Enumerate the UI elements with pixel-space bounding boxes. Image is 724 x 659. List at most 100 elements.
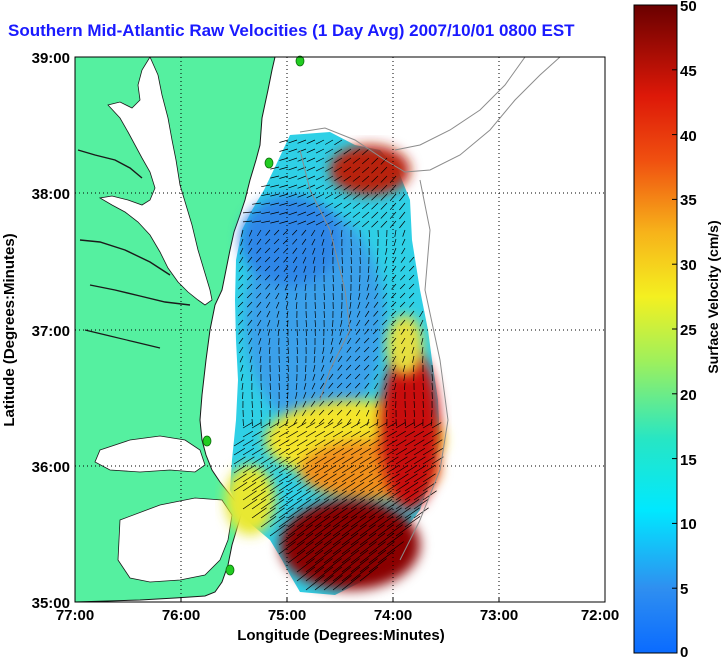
velocity-arrow bbox=[341, 482, 356, 492]
velocity-arrow bbox=[380, 193, 388, 201]
velocity-arrow bbox=[250, 373, 253, 382]
velocity-arrow bbox=[376, 256, 379, 264]
velocity-arrow bbox=[386, 499, 402, 510]
velocity-arrow bbox=[336, 409, 343, 416]
y-tick-label: 37:00 bbox=[32, 323, 70, 340]
velocity-arrow bbox=[305, 456, 318, 465]
velocity-arrow bbox=[368, 516, 385, 528]
velocity-arrow bbox=[359, 524, 376, 537]
velocity-arrow bbox=[395, 482, 410, 492]
velocity-arrow bbox=[287, 448, 300, 456]
velocity-arrow bbox=[239, 346, 244, 354]
velocity-arrow bbox=[314, 430, 325, 438]
velocity-arrow bbox=[252, 211, 262, 214]
velocity-arrow bbox=[391, 346, 397, 353]
velocity-arrow bbox=[278, 482, 293, 492]
velocity-arrow bbox=[265, 283, 271, 290]
velocity-arrow bbox=[306, 211, 316, 217]
velocity-arrow bbox=[287, 355, 289, 364]
velocity-arrow bbox=[381, 310, 388, 317]
velocity-arrow bbox=[377, 541, 395, 555]
velocity-arrow bbox=[315, 220, 325, 226]
velocity-arrow bbox=[233, 482, 248, 492]
velocity-arrow bbox=[319, 400, 325, 407]
velocity-arrow bbox=[304, 364, 307, 373]
velocity-arrow bbox=[305, 482, 320, 492]
velocity-arrow bbox=[251, 448, 264, 456]
velocity-arrow bbox=[261, 184, 271, 188]
velocity-arrow bbox=[318, 418, 325, 425]
velocity-arrow bbox=[367, 274, 370, 282]
velocity-arrow bbox=[323, 456, 336, 465]
velocity-arrow bbox=[260, 465, 274, 474]
velocity-arrow bbox=[404, 422, 415, 429]
velocity-arrow bbox=[323, 292, 325, 301]
velocity-arrow bbox=[373, 373, 379, 380]
velocity-arrow bbox=[315, 157, 325, 163]
velocity-arrow bbox=[380, 184, 388, 192]
colorbar-tick-label: 50 bbox=[680, 0, 697, 15]
velocity-arrow bbox=[284, 274, 289, 282]
velocity-arrow bbox=[359, 541, 377, 555]
velocity-arrow bbox=[305, 430, 316, 438]
velocity-arrow bbox=[278, 448, 291, 456]
velocity-arrow bbox=[332, 274, 334, 283]
velocity-arrow bbox=[364, 373, 370, 380]
velocity-arrow bbox=[349, 301, 352, 309]
velocity-arrow bbox=[359, 532, 377, 546]
velocity-arrow bbox=[242, 473, 256, 483]
velocity-arrow bbox=[330, 337, 334, 345]
velocity-arrow bbox=[404, 439, 416, 447]
velocity-arrow bbox=[355, 391, 361, 398]
velocity-arrow bbox=[332, 549, 351, 564]
velocity-arrow bbox=[350, 541, 368, 555]
velocity-arrow bbox=[246, 283, 253, 290]
velocity-arrow bbox=[269, 507, 285, 519]
velocity-arrow bbox=[304, 283, 307, 291]
velocity-arrow bbox=[288, 148, 298, 153]
velocity-arrow bbox=[401, 247, 406, 255]
velocity-arrow bbox=[343, 193, 352, 200]
velocity-arrow bbox=[328, 391, 334, 398]
velocity-arrow bbox=[385, 238, 388, 246]
velocity-arrow bbox=[395, 473, 409, 483]
velocity-arrow bbox=[389, 220, 397, 229]
velocity-arrow bbox=[297, 202, 307, 207]
velocity-arrow bbox=[341, 575, 361, 591]
velocity-arrow bbox=[310, 409, 316, 416]
velocity-arrow bbox=[320, 364, 325, 372]
velocity-arrow bbox=[321, 238, 325, 246]
velocity-arrow bbox=[242, 482, 257, 492]
velocity-arrow bbox=[384, 391, 388, 399]
velocity-arrow bbox=[276, 310, 280, 318]
y-axis-label: Latitude (Degrees:Minutes) bbox=[1, 233, 18, 426]
x-tick-label: 73:00 bbox=[480, 607, 518, 624]
colorbar-tick-label: 10 bbox=[680, 516, 697, 533]
velocity-arrow bbox=[368, 430, 379, 438]
velocity-arrow bbox=[341, 524, 358, 537]
velocity-arrow bbox=[374, 283, 379, 291]
velocity-arrow bbox=[395, 499, 411, 510]
velocity-arrow bbox=[359, 439, 371, 447]
velocity-arrow bbox=[269, 482, 284, 492]
velocity-arrow bbox=[260, 473, 274, 483]
velocity-arrow bbox=[257, 319, 262, 327]
velocity-vectors bbox=[233, 139, 444, 591]
velocity-arrow bbox=[350, 566, 370, 582]
velocity-arrow bbox=[241, 382, 244, 390]
velocity-arrow bbox=[341, 439, 353, 447]
velocity-arrow bbox=[296, 549, 315, 564]
velocity-arrow bbox=[305, 541, 323, 555]
velocity-arrow bbox=[233, 473, 247, 483]
velocity-arrow bbox=[359, 516, 376, 528]
velocity-arrow bbox=[332, 456, 345, 465]
velocity-arrow bbox=[410, 337, 415, 345]
velocity-arrow bbox=[293, 274, 298, 282]
velocity-arrow bbox=[273, 238, 280, 245]
velocity-arrow bbox=[288, 211, 298, 216]
velocity-arrow bbox=[377, 490, 392, 501]
velocity-arrow bbox=[394, 391, 397, 399]
velocity-arrow bbox=[375, 400, 379, 408]
velocity-arrow bbox=[296, 516, 313, 528]
velocity-arrow bbox=[365, 301, 370, 309]
